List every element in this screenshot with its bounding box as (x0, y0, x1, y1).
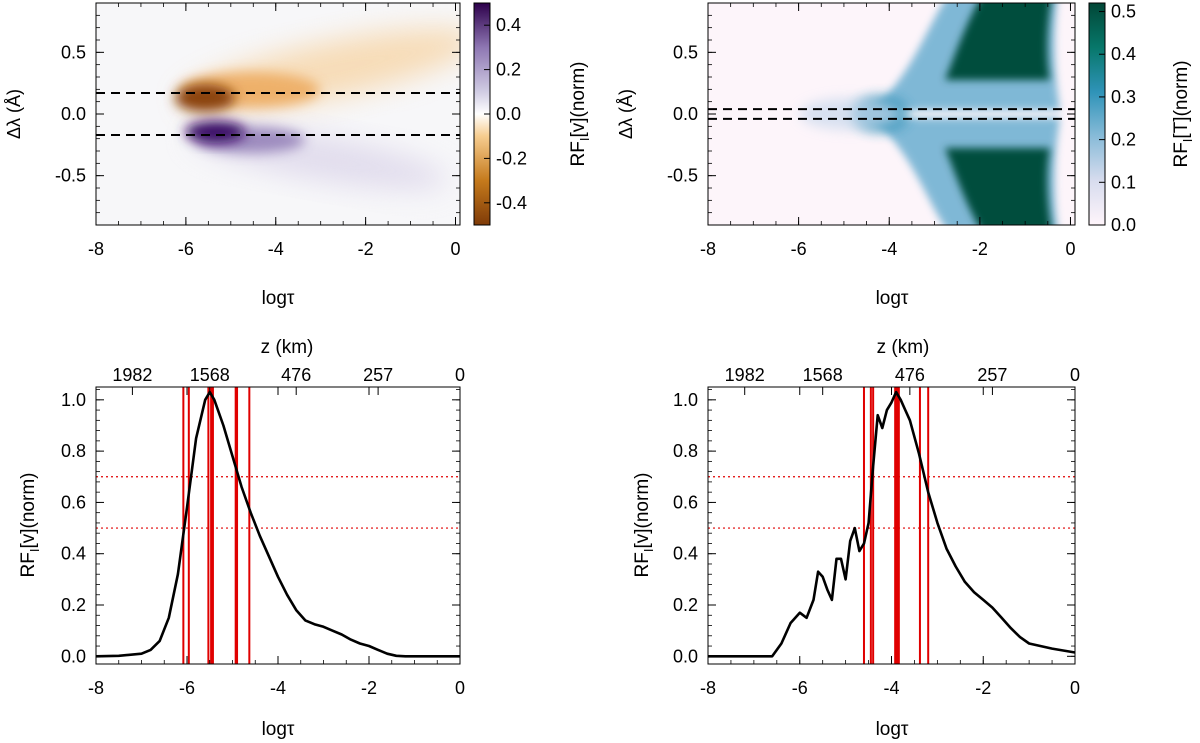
x-tick-label: -2 (972, 239, 988, 259)
x-axis-label: logτ (876, 288, 909, 309)
reference-lines (96, 387, 460, 664)
heatmap-rf-velocity-field (175, 28, 460, 190)
x-tick-label: -6 (179, 678, 195, 698)
heatmap-rf-temperature-field (800, 3, 1060, 225)
colorbar-label: RFI[v](norm) (568, 62, 592, 167)
x-tick-label: -8 (88, 678, 104, 698)
colorbar-tick-label: -0.4 (496, 193, 527, 213)
colorbar-tick-label: 0.0 (1111, 215, 1136, 235)
top-tick-label: 257 (363, 365, 393, 385)
y-tick-label: -0.5 (55, 166, 86, 186)
rf-curve (708, 390, 1076, 658)
top-tick-label: 1982 (112, 365, 152, 385)
rf-curve (95, 390, 460, 658)
y-tick-label: 0.6 (61, 492, 86, 512)
top-tick-label: 1568 (803, 365, 843, 385)
y-tick-label: -0.5 (667, 166, 698, 186)
colorbar-tick-label: 0.2 (1111, 130, 1136, 150)
y-axis-label: RFI[v](norm) (632, 473, 656, 578)
x-axis-label: logτ (262, 288, 295, 309)
y-tick-label: 0.0 (61, 104, 86, 124)
x-tick-label: 0 (1065, 239, 1075, 259)
heatmap-rf-temperature-panel: -8 -6 -4 -2 00.50.0-0.5 logτ Δλ (Å) 0.50.40.… (616, 2, 1195, 309)
y-tick-label: 0.0 (673, 104, 698, 124)
top-tick-label: 0 (455, 365, 465, 385)
purple-lobe-core (185, 121, 245, 143)
colorbar-tick-label: 0.1 (1111, 172, 1136, 192)
top-tick-label: 0 (1070, 365, 1080, 385)
x-tick-label: 0 (1070, 678, 1080, 698)
x-tick-label: -8 (88, 239, 104, 259)
x-axis-label: logτ (876, 719, 909, 740)
colorbar-ticks: 0.4 0.2 0.0 -0.2 -0.4 (484, 15, 527, 213)
top-axis-label: z (km) (261, 337, 314, 358)
x-tick-label: -4 (268, 239, 284, 259)
colorbar-tick-label: 0.4 (496, 15, 521, 35)
y-tick-label: 0.8 (673, 441, 698, 461)
upper-wing (945, 3, 1051, 80)
heatmap-rf-velocity-panel: -8 -6 -4 -2 00.50.0-0.5 logτ Δλ (Å) 0.40.20.… (4, 2, 592, 309)
dashed-lines (96, 92, 460, 136)
dashed-lines (708, 108, 1075, 120)
x-tick-label: -2 (358, 239, 374, 259)
axes: -8 -6 -4 -2 0 0.0 0.2 0.4 0.6 0.8 1.0 1982 1568 476 25… (61, 365, 465, 698)
colorbar-tick-label: 0.3 (1111, 87, 1136, 107)
top-tick-label: 1568 (190, 365, 230, 385)
top-tick-label: 1982 (725, 365, 765, 385)
y-axis-label: RFI[v](norm) (18, 473, 42, 578)
core-glow-outer (800, 98, 900, 130)
colorbar-tick-label: 0.5 (1111, 2, 1136, 22)
line-rf-velocity-right-panel: z (km) -8 -6 -4 -2 0 0.0 0.2 0.4 0.6 0.8 1.0 1982 15… (632, 337, 1080, 740)
x-tick-label: -8 (700, 239, 716, 259)
x-tick-label: 0 (455, 678, 465, 698)
x-tick-label: -2 (361, 678, 377, 698)
plot-frame (95, 386, 461, 665)
colorbar (1088, 2, 1106, 226)
y-tick-label: 0.6 (673, 492, 698, 512)
top-axis-label: z (km) (877, 337, 930, 358)
colorbar-tick-label: -0.2 (496, 148, 527, 168)
top-tick-label: 476 (281, 365, 311, 385)
y-tick-label: 0.2 (61, 595, 86, 615)
x-tick-label: -6 (792, 678, 808, 698)
y-tick-label: 0.2 (673, 595, 698, 615)
x-tick-label: -8 (700, 678, 716, 698)
orange-lobe-core (175, 84, 235, 112)
line-rf-velocity-left-panel: z (km) -8 -6 -4 -2 0 0.0 0.2 0.4 0.6 0.8 1.0 1982 15… (18, 337, 465, 740)
colorbar-tick-label: 0.0 (496, 104, 521, 124)
colorbar-tick-label: 0.2 (496, 60, 521, 80)
axes: -8 -6 -4 -2 0 0.5 0.0 -0.5 (55, 2, 461, 259)
y-tick-label: 0.4 (673, 544, 698, 564)
lower-wing (945, 148, 1051, 225)
plot-frame (707, 386, 1076, 665)
y-tick-label: 0.0 (673, 646, 698, 666)
y-tick-label: 1.0 (61, 390, 86, 410)
top-tick-label: 257 (977, 365, 1007, 385)
y-tick-label: 0.8 (61, 441, 86, 461)
y-axis-label: Δλ (Å) (4, 89, 24, 139)
y-tick-label: 0.5 (673, 42, 698, 62)
x-axis-label: logτ (262, 719, 295, 740)
reference-lines (708, 387, 1075, 664)
y-axis-label: Δλ (Å) (616, 89, 636, 139)
x-tick-label: 0 (450, 239, 460, 259)
axes: -8 -6 -4 -2 0 0.0 0.2 0.4 0.6 0.8 1.0 1982 1568 476 25… (673, 365, 1080, 698)
y-tick-label: 1.0 (673, 390, 698, 410)
x-tick-label: -4 (270, 678, 286, 698)
colorbar-ticks: 0.5 0.4 0.3 0.2 0.1 0.0 (1099, 2, 1136, 235)
x-tick-label: -4 (881, 239, 897, 259)
x-tick-label: -6 (791, 239, 807, 259)
x-tick-label: -2 (975, 678, 991, 698)
y-tick-label: 0.0 (61, 646, 86, 666)
top-tick-label: 476 (895, 365, 925, 385)
axes: -8 -6 -4 -2 0 0.5 0.0 -0.5 (667, 2, 1075, 259)
x-tick-label: -6 (178, 239, 194, 259)
colorbar-label: RFI[T](norm) (1171, 60, 1195, 167)
colorbar-tick-label: 0.4 (1111, 44, 1136, 64)
y-tick-label: 0.5 (61, 42, 86, 62)
y-tick-label: 0.4 (61, 544, 86, 564)
x-tick-label: -4 (883, 678, 899, 698)
